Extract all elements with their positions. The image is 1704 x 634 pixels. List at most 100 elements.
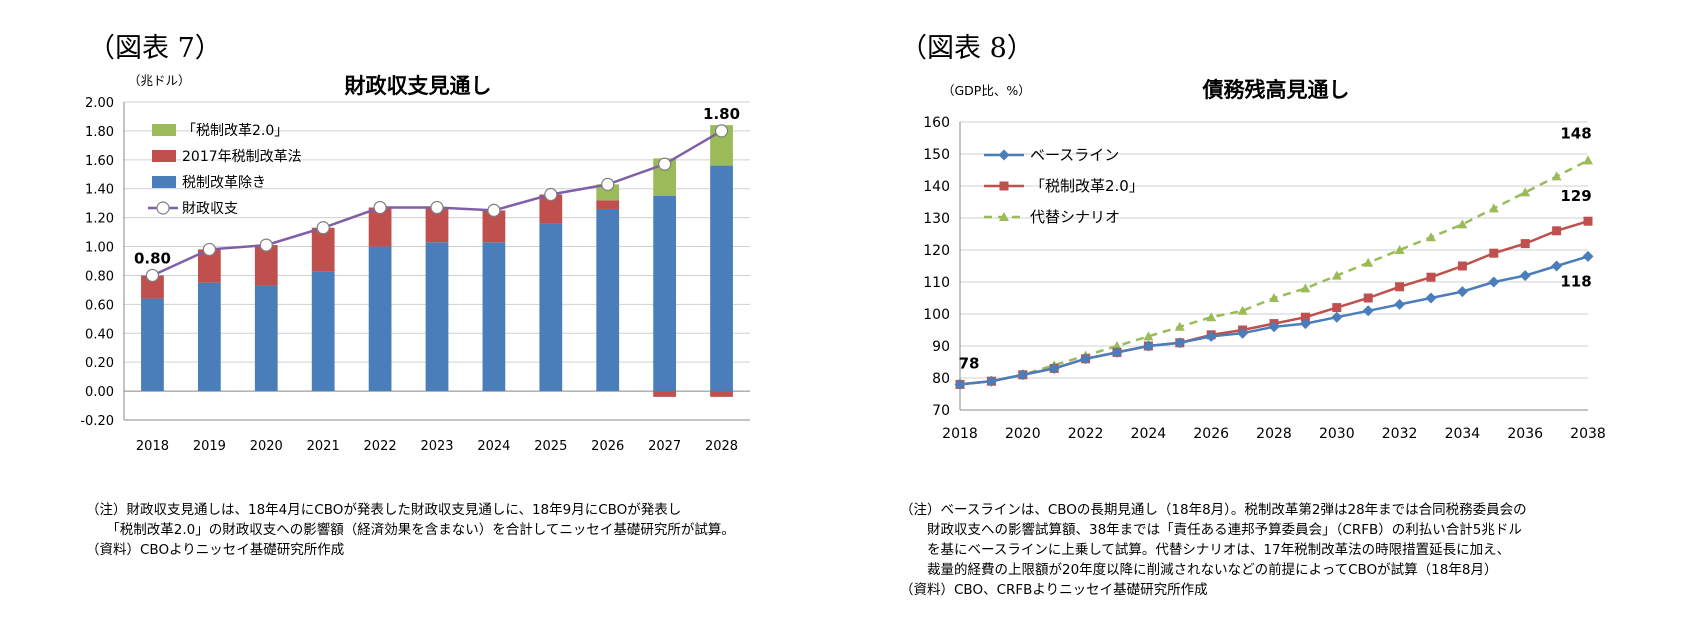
bar-segment bbox=[482, 210, 506, 243]
y-axis-unit-label: （兆ドル） bbox=[128, 73, 191, 88]
figure7-note-2: 「税制改革2.0」の財政収支への影響額（経済効果を含まない）を合計してニッセイ基… bbox=[86, 522, 735, 538]
series-marker bbox=[1457, 261, 1467, 271]
x-tick-label: 2034 bbox=[1445, 426, 1481, 442]
bar-segment bbox=[254, 285, 278, 392]
series-marker bbox=[1489, 248, 1499, 258]
series-marker bbox=[1142, 340, 1154, 352]
y-tick-label: 1.40 bbox=[85, 183, 114, 198]
legend-label: 税制改革除き bbox=[182, 175, 266, 191]
series-marker bbox=[1268, 321, 1280, 333]
figure8-note-3: を基にベースラインに上乗して試算。代替シナリオは、17年税制改革法の時限措置延長… bbox=[900, 542, 1511, 558]
fiscal-balance-point bbox=[487, 203, 501, 218]
figure7-label: （図表 7） bbox=[88, 33, 222, 64]
x-tick-label: 2026 bbox=[591, 439, 624, 454]
series-marker bbox=[1174, 321, 1185, 331]
series-marker bbox=[1363, 257, 1374, 267]
fiscal-balance-point bbox=[316, 221, 330, 235]
x-tick-label: 2025 bbox=[534, 439, 567, 454]
series-marker bbox=[1363, 293, 1373, 303]
series-marker bbox=[1551, 260, 1563, 272]
y-tick-label: 100 bbox=[923, 307, 950, 323]
bar-segment bbox=[653, 391, 677, 397]
y-tick-label: 0.40 bbox=[85, 327, 114, 342]
x-tick-label: 2019 bbox=[193, 439, 226, 454]
x-tick-label: 2021 bbox=[307, 439, 340, 454]
fiscal-balance-point bbox=[601, 177, 615, 191]
x-tick-label: 2024 bbox=[477, 439, 510, 454]
series-marker bbox=[1395, 282, 1405, 292]
data-label: 78 bbox=[959, 354, 980, 372]
series-marker bbox=[1520, 239, 1530, 249]
series-marker bbox=[1456, 286, 1468, 298]
series-marker bbox=[1205, 330, 1217, 342]
figure7-notes: （注）財政収支見通しは、18年4月にCBOが発表した財政収支見通しに、18年9月… bbox=[86, 500, 735, 560]
bar-segment bbox=[311, 227, 335, 272]
x-tick-label: 2028 bbox=[705, 439, 738, 454]
x-tick-label: 2026 bbox=[1193, 426, 1229, 442]
y-tick-label: 1.00 bbox=[85, 241, 114, 256]
figure8-note-5: （資料）CBO、CRFBよりニッセイ基礎研究所作成 bbox=[900, 582, 1208, 598]
data-label: 129 bbox=[1560, 187, 1591, 205]
fiscal-balance-point bbox=[145, 268, 160, 283]
data-label: 0.80 bbox=[134, 249, 171, 267]
x-tick-label: 2036 bbox=[1507, 426, 1543, 442]
bar-segment bbox=[368, 207, 392, 247]
series-marker bbox=[1425, 292, 1437, 304]
x-tick-label: 2030 bbox=[1319, 426, 1355, 442]
series-marker bbox=[1331, 311, 1343, 323]
y-tick-label: -0.20 bbox=[80, 414, 114, 429]
chart-title: 債務残高見通し bbox=[1202, 78, 1350, 102]
figure8-note-1: （注）ベースラインは、CBOの長期見通し（18年8月）。税制改革第2弾は28年ま… bbox=[900, 502, 1527, 518]
legend-marker bbox=[999, 212, 1009, 221]
y-tick-label: 1.60 bbox=[85, 154, 114, 169]
y-tick-label: 90 bbox=[932, 339, 950, 355]
bar-segment bbox=[254, 245, 278, 286]
legend-label: 代替シナリオ bbox=[1030, 208, 1120, 226]
series-marker bbox=[1206, 312, 1217, 322]
y-tick-label: 0.80 bbox=[85, 269, 114, 284]
figure8-note-2: 財政収支への影響試算額、38年までは「責任ある連邦予算委員会」（CRFB）の利払… bbox=[900, 522, 1522, 538]
bar-segment bbox=[539, 194, 563, 224]
x-tick-label: 2018 bbox=[136, 439, 169, 454]
series-line bbox=[959, 220, 1589, 386]
series-marker bbox=[1488, 276, 1500, 288]
y-tick-label: 140 bbox=[923, 179, 950, 195]
y-axis-unit-label: （GDP比、%） bbox=[942, 83, 1031, 98]
series-marker bbox=[1331, 270, 1342, 280]
bar-segment bbox=[368, 246, 392, 392]
series-marker bbox=[1394, 298, 1406, 310]
x-tick-label: 2020 bbox=[250, 439, 283, 454]
legend-label: 2017年税制改革法 bbox=[182, 149, 302, 165]
series-marker bbox=[1111, 346, 1123, 358]
series-marker bbox=[1583, 216, 1593, 226]
series-marker bbox=[1426, 232, 1436, 242]
legend-swatch bbox=[152, 124, 176, 136]
series-marker bbox=[985, 375, 997, 387]
series-marker bbox=[1457, 219, 1468, 229]
x-tick-label: 2038 bbox=[1570, 426, 1606, 442]
series-marker bbox=[1237, 327, 1249, 339]
data-label: 1.80 bbox=[703, 105, 740, 123]
figure8-notes: （注）ベースラインは、CBOの長期見通し（18年8月）。税制改革第2弾は28年ま… bbox=[900, 500, 1527, 600]
series-marker bbox=[1300, 312, 1310, 322]
bar-segment bbox=[653, 158, 677, 196]
x-tick-label: 2022 bbox=[1068, 426, 1104, 442]
bar-segment bbox=[425, 242, 449, 392]
series-marker bbox=[1237, 305, 1248, 315]
series-marker bbox=[1300, 283, 1311, 293]
series-marker bbox=[1426, 272, 1436, 282]
y-tick-label: 130 bbox=[923, 211, 950, 227]
bar-segment bbox=[482, 242, 506, 392]
series-marker bbox=[1583, 155, 1593, 165]
figure8-label: （図表 8） bbox=[900, 33, 1034, 64]
series-marker bbox=[1143, 331, 1154, 341]
series-marker bbox=[1520, 187, 1531, 197]
legend-marker bbox=[156, 201, 170, 215]
bar-segment bbox=[197, 282, 221, 392]
y-tick-label: 1.20 bbox=[85, 212, 114, 227]
x-tick-label: 2023 bbox=[420, 439, 453, 454]
bar-segment bbox=[425, 207, 449, 243]
y-tick-label: 120 bbox=[923, 243, 950, 259]
fiscal-balance-point bbox=[714, 124, 729, 138]
series-marker bbox=[1048, 362, 1060, 374]
